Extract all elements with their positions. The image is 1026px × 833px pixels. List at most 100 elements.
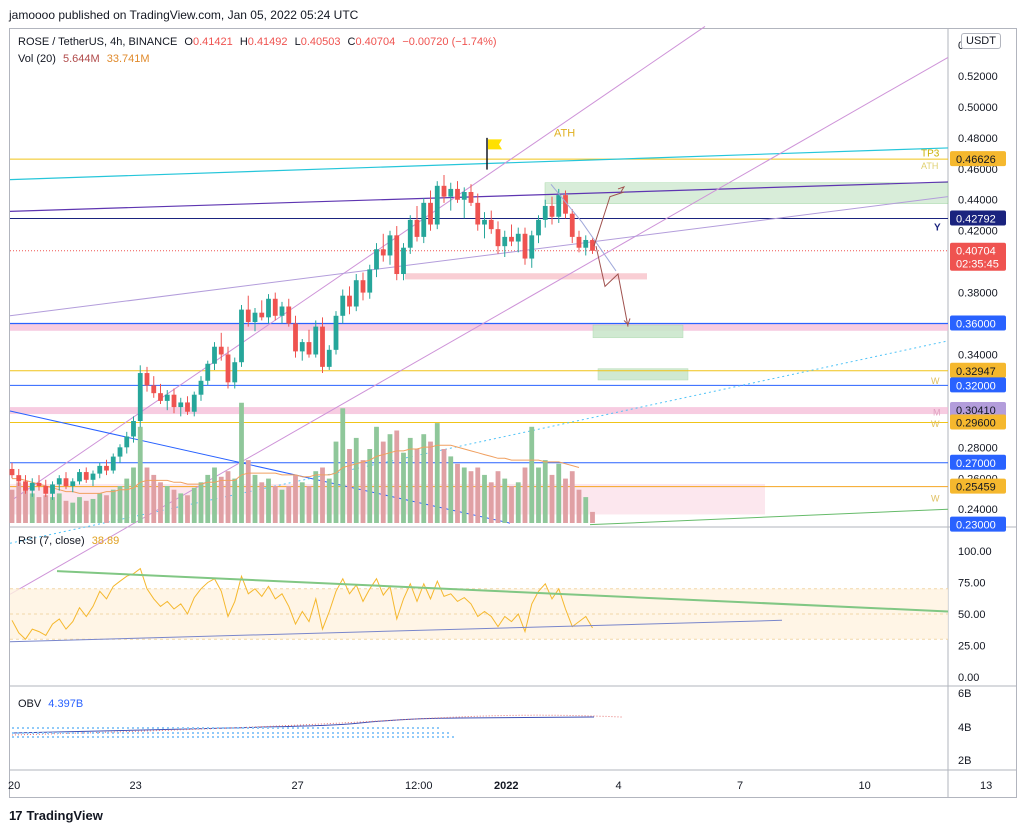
projection-arrow-up	[593, 191, 625, 247]
volume-bar	[50, 497, 55, 523]
volume-bar	[259, 482, 265, 523]
candle-body	[151, 385, 157, 394]
projection-path-blue	[550, 183, 617, 272]
time-tick-label: 13	[980, 780, 992, 792]
volume-bar	[569, 471, 575, 523]
candle-body	[347, 295, 352, 307]
volume-bar	[252, 474, 258, 523]
volume-bar	[225, 471, 231, 523]
volume-bar	[488, 482, 494, 523]
price-tick-label: 0.38000	[958, 288, 998, 300]
volume-bar	[515, 482, 521, 523]
candle-body	[374, 249, 379, 270]
volume-bar	[401, 452, 406, 523]
volume-bar	[178, 493, 184, 523]
candle-body	[266, 298, 271, 318]
volume-bar	[563, 478, 568, 523]
volume-bar	[326, 478, 332, 523]
candle-body	[502, 236, 508, 247]
obv-label[interactable]: OBV	[18, 698, 42, 710]
close-label: C	[347, 36, 356, 48]
candle-body	[131, 421, 136, 437]
volume-bar	[293, 474, 298, 523]
rsi-label[interactable]: RSI (7, close)	[18, 535, 85, 547]
price-tick-label: 0.48000	[958, 133, 998, 145]
price-badge-036000: 0.36000	[956, 319, 996, 331]
candle-body	[158, 393, 163, 401]
candle-body	[252, 312, 258, 322]
volume-bar	[387, 434, 393, 523]
candle-body	[414, 219, 420, 237]
volume-ma-value: 33.741M	[106, 53, 150, 65]
open-label: O	[184, 36, 193, 48]
price-badge-032000-bg	[950, 377, 1006, 393]
volume-bar	[83, 500, 89, 523]
volume-bar	[97, 493, 103, 523]
candle-body	[320, 326, 325, 367]
projection-arrow-down	[595, 246, 629, 327]
candle-body	[36, 482, 42, 486]
volume-bar	[529, 426, 535, 523]
candle-body	[488, 219, 494, 230]
volume-bar	[43, 495, 49, 523]
candle-body	[576, 236, 582, 248]
zone-green-mid	[592, 324, 684, 339]
volume-bar	[272, 486, 278, 523]
volume-bar	[590, 511, 595, 523]
price-badge-current-bg	[950, 242, 1006, 271]
volume-bar	[29, 493, 35, 523]
volume-bar	[16, 482, 22, 523]
candle-body	[542, 205, 548, 220]
volume-bar	[414, 449, 420, 523]
candle-body	[259, 312, 265, 318]
candle-body	[306, 342, 312, 355]
time-tick-label: 4	[616, 780, 622, 792]
candle-body	[97, 465, 103, 474]
candle-body	[16, 475, 22, 482]
rsi-tick-label: 0.00	[958, 672, 979, 684]
candle-body	[536, 219, 541, 236]
volume-bar	[131, 467, 136, 523]
volume-bar	[367, 449, 373, 523]
volume-bar	[549, 474, 555, 523]
volume-bar	[536, 467, 541, 523]
volume-bar	[333, 441, 339, 523]
volume-bar	[353, 437, 359, 523]
time-tick-label: 10	[859, 780, 871, 792]
symbol-title[interactable]: ROSE / TetherUS, 4h, BINANCE	[18, 36, 178, 48]
volume-bar	[360, 460, 366, 523]
candle-body	[353, 280, 359, 307]
volume-bar	[407, 437, 413, 523]
candle-body	[279, 306, 285, 316]
tradingview-brand[interactable]: 17 TradingView	[9, 808, 103, 823]
volume-bar	[299, 482, 305, 523]
channel-upper	[9, 26, 706, 502]
price-badge-023000-bg	[950, 516, 1006, 532]
volume-label[interactable]: Vol (20)	[18, 53, 56, 65]
volume-bar	[394, 430, 400, 523]
price-badge-023000: 0.23000	[956, 520, 996, 532]
close-value: 0.40704	[355, 36, 396, 48]
arrow-heads	[617, 186, 631, 326]
volume-bar	[374, 426, 379, 523]
candle-body	[23, 481, 28, 491]
price-tick-label: 0.44000	[958, 195, 998, 207]
price-badge-042792-bg	[950, 210, 1006, 226]
price-badge-current: 0.40704	[956, 246, 996, 258]
candle-body	[232, 362, 238, 383]
volume-bar	[313, 471, 319, 523]
volume-bar	[482, 474, 487, 523]
volume-bar	[542, 460, 548, 523]
rsi-trendline-green	[56, 570, 949, 613]
ath-label: ATH	[554, 127, 575, 139]
zone-pink-030	[10, 407, 948, 415]
currency-button[interactable]: USDT	[961, 33, 1001, 49]
y-label: Y	[934, 223, 941, 234]
candle-body	[387, 235, 393, 256]
trendline-green-volume	[589, 508, 949, 526]
price-tick-label: 0.50000	[958, 102, 998, 114]
time-tick-label: 20	[8, 780, 20, 792]
price-tick-label: 0.46000	[958, 164, 998, 176]
candle-body	[468, 192, 474, 203]
